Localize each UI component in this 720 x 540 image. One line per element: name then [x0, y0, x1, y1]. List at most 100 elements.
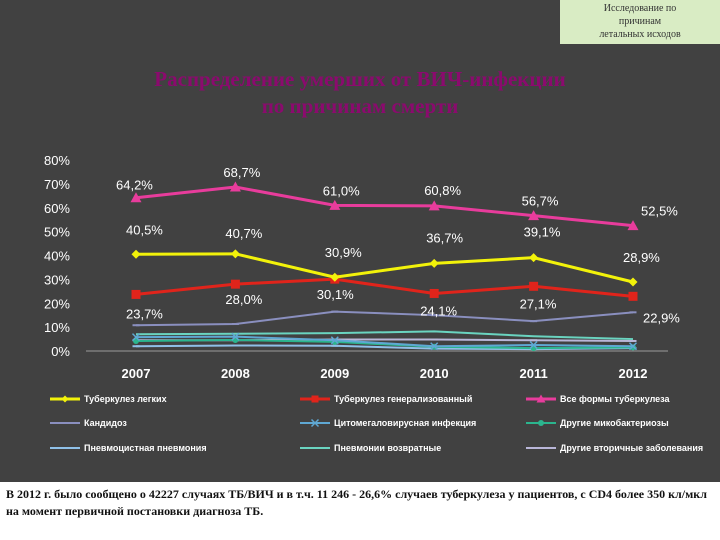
legend-swatch	[300, 447, 330, 450]
data-point	[229, 181, 241, 192]
data-point	[131, 249, 141, 259]
data-label: 40,7%	[225, 226, 262, 241]
badge-line: Исследование по	[603, 3, 677, 14]
y-tick-label: 30%	[44, 272, 70, 287]
y-tick-label: 80%	[44, 153, 70, 168]
y-tick-label: 70%	[44, 177, 70, 192]
legend-swatch	[300, 419, 330, 428]
legend-label: Туберкулез генерализованный	[334, 393, 473, 404]
x-tick-label: 2012	[619, 366, 648, 381]
legend-swatch	[300, 395, 330, 403]
data-point	[529, 341, 538, 350]
data-point	[430, 342, 439, 351]
data-label: 39,1%	[524, 225, 561, 240]
data-point	[628, 342, 638, 351]
legend-item: Туберкулез генерализованный	[300, 391, 526, 407]
data-point	[429, 258, 439, 268]
legend-item: Все формы туберкулеза	[526, 391, 700, 407]
data-label: 28,0%	[225, 292, 262, 307]
data-label: 28,9%	[623, 250, 660, 265]
data-point	[529, 281, 539, 291]
section-badge: Исследование по причинам летальных исход…	[560, 0, 720, 44]
footnote: В 2012 г. было сообщено о 42227 случаях …	[0, 482, 720, 540]
legend-swatch	[50, 422, 80, 425]
data-point	[538, 420, 544, 427]
series-2	[130, 181, 639, 231]
legend-swatch	[526, 420, 556, 427]
data-label: 30,1%	[317, 287, 354, 302]
y-tick-label: 0%	[51, 344, 70, 359]
legend-item: Цитомегаловирусная инфекция	[300, 416, 526, 432]
x-tick-label: 2009	[320, 366, 349, 381]
data-label: 56,7%	[522, 194, 559, 209]
data-label: 40,5%	[126, 222, 163, 237]
data-point	[230, 279, 240, 289]
data-label: 36,7%	[426, 230, 463, 245]
legend-label: Пневмонии возвратные	[334, 443, 442, 454]
data-point	[61, 395, 69, 403]
data-label: 27,1%	[520, 296, 557, 311]
data-point	[311, 395, 319, 403]
data-point	[330, 336, 339, 345]
data-point	[131, 289, 141, 299]
data-label: 60,8%	[424, 183, 461, 198]
legend-swatch	[50, 447, 80, 450]
slide-title: Распределение умерших от ВИЧ-инфекции по…	[60, 66, 660, 120]
legend-label: Кандидоз	[84, 418, 127, 429]
data-label: 23,7%	[126, 306, 163, 321]
series-4	[131, 332, 638, 351]
legend-label: Цитомегаловирусная инфекция	[334, 418, 477, 429]
series-line	[135, 252, 634, 284]
legend-item: Другие микобактериозы	[526, 416, 700, 432]
legend-swatch	[526, 394, 556, 403]
data-point	[428, 200, 440, 211]
title-line-2: по причинам смерти	[261, 94, 459, 118]
data-point	[131, 333, 141, 342]
data-point	[230, 249, 240, 259]
line-chart: 0% 10% 20% 30% 40% 50% 60% 70% 80% 2007 2008 2009 20…	[44, 153, 680, 381]
data-point	[310, 419, 320, 428]
data-point	[429, 288, 439, 298]
legend-item: Кандидоз	[50, 416, 300, 432]
data-label: 30,9%	[325, 245, 362, 260]
series-line	[135, 339, 634, 350]
series-0	[131, 249, 638, 287]
y-tick-label: 20%	[44, 296, 70, 311]
data-point	[130, 192, 142, 203]
series-3	[132, 310, 637, 327]
chart-legend: Туберкулез легких Туберкулез генерализова…	[50, 391, 704, 456]
x-tick-label: 2011	[519, 366, 547, 381]
y-tick-label: 40%	[44, 249, 70, 264]
legend-item: Туберкулез легких	[50, 391, 300, 407]
series-line	[135, 277, 634, 298]
data-point	[627, 220, 639, 231]
x-tick-label: 2007	[122, 366, 151, 381]
legend-swatch	[50, 395, 80, 403]
legend-item: Другие вторичные заболевания	[526, 440, 704, 456]
y-tick-label: 60%	[44, 201, 70, 216]
title-line-1: Распределение умерших от ВИЧ-инфекции	[154, 67, 566, 91]
data-point	[536, 394, 546, 403]
series-1	[131, 274, 638, 301]
legend-item: Пневмонии возвратные	[300, 440, 526, 456]
data-label: 61,0%	[323, 183, 360, 198]
data-point	[528, 210, 540, 221]
legend-label: Пневмоцистная пневмония	[84, 443, 207, 454]
legend-swatch	[526, 447, 556, 450]
y-tick-label: 50%	[44, 225, 70, 240]
badge-line: причинам	[618, 16, 662, 27]
series-line	[135, 330, 634, 341]
data-point	[628, 291, 638, 301]
data-point	[329, 199, 341, 210]
legend-item: Пневмоцистная пневмония	[50, 440, 300, 456]
data-label: 64,2%	[116, 178, 153, 193]
legend-label: Все формы туберкулеза	[560, 393, 670, 404]
series-7	[135, 330, 634, 341]
data-point	[330, 272, 340, 282]
legend-label: Туберкулез легких	[84, 393, 167, 404]
legend-label: Другие микобактериозы	[560, 418, 669, 429]
x-tick-label: 2010	[420, 366, 449, 381]
data-label: 22,9%	[643, 310, 680, 325]
data-point	[231, 332, 240, 341]
legend-label: Другие вторичные заболевания	[560, 443, 704, 454]
